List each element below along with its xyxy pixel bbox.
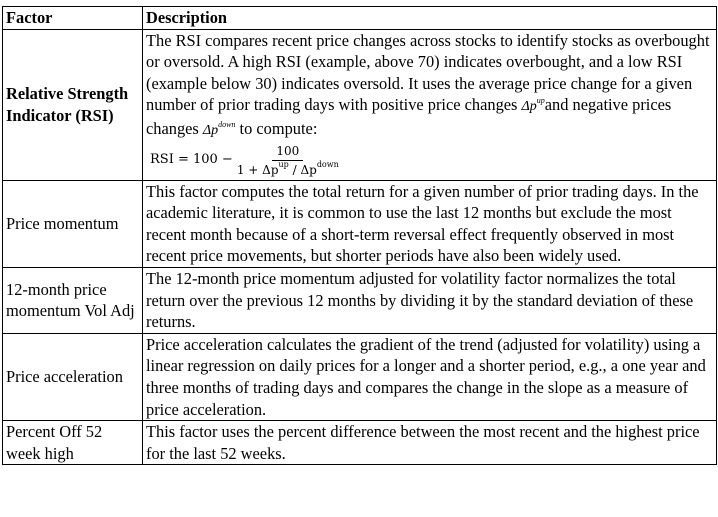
description-cell: This factor computes the total return fo…: [142, 179, 717, 268]
table-row: Price acceleration Price acceleration ca…: [2, 332, 717, 422]
table-row: 12-month price momentum Vol Adj The 12-m…: [2, 266, 717, 334]
factor-cell: Price acceleration: [2, 332, 143, 422]
description-cell: The 12-month price momentum adjusted for…: [142, 266, 717, 334]
formula-numerator: 100: [272, 144, 304, 161]
description-cell: The RSI compares recent price changes ac…: [142, 28, 717, 181]
formula-lhs: RSI = 100 −: [150, 152, 233, 168]
delta-p-down-symbol: Δpdown: [202, 119, 236, 138]
factor-cell: Price momentum: [2, 179, 143, 268]
formula-denominator: 1 + Δpup / Δpdown: [236, 159, 339, 177]
header-row: Factor Description: [2, 6, 717, 30]
table-row: Relative Strength Indicator (RSI) The RS…: [2, 28, 717, 181]
header-factor: Factor: [2, 6, 143, 30]
table-row: Price momentum This factor computes the …: [2, 179, 717, 268]
rsi-formula: RSI = 100 − 100 1 + Δpup / Δpdown: [146, 142, 714, 180]
description-text: and negative prices changes: [146, 95, 672, 138]
factor-cell: Relative Strength Indicator (RSI): [2, 28, 143, 181]
factor-cell: Percent Off 52 week high: [2, 420, 143, 466]
description-cell: This factor uses the percent difference …: [142, 420, 717, 466]
formula-fraction: 100 1 + Δpup / Δpdown: [237, 144, 339, 177]
header-description: Description: [142, 6, 717, 30]
description-cell: Price acceleration calculates the gradie…: [142, 332, 717, 422]
description-text: to compute:: [235, 118, 318, 138]
description-text: The RSI compares recent price changes ac…: [146, 30, 710, 115]
factor-table: Factor Description Relative Strength Ind…: [2, 6, 717, 466]
table-row: Percent Off 52 week high This factor use…: [2, 420, 717, 466]
factor-cell: 12-month price momentum Vol Adj: [2, 266, 143, 334]
delta-p-up-symbol: Δpup: [521, 96, 545, 115]
